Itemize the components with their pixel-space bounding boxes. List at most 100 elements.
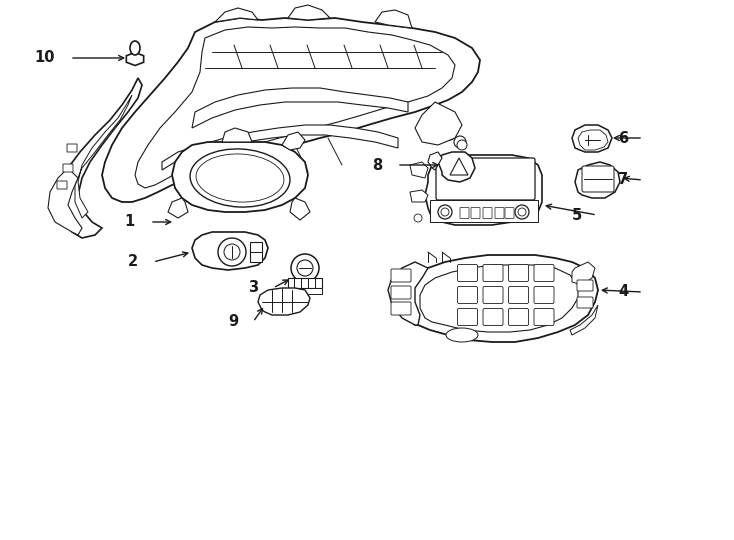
FancyBboxPatch shape	[471, 207, 480, 219]
Circle shape	[542, 292, 547, 296]
Polygon shape	[410, 190, 428, 202]
Polygon shape	[405, 255, 598, 342]
Text: 3: 3	[248, 280, 258, 295]
Ellipse shape	[190, 149, 290, 207]
Ellipse shape	[446, 328, 478, 342]
FancyBboxPatch shape	[534, 287, 554, 303]
Polygon shape	[168, 198, 188, 218]
FancyBboxPatch shape	[577, 297, 593, 308]
FancyBboxPatch shape	[457, 287, 478, 303]
Circle shape	[465, 314, 470, 319]
Polygon shape	[438, 152, 475, 182]
Polygon shape	[192, 88, 408, 128]
Polygon shape	[425, 155, 542, 225]
Circle shape	[491, 314, 496, 319]
Polygon shape	[282, 132, 305, 150]
FancyBboxPatch shape	[534, 265, 554, 281]
Text: 8: 8	[371, 158, 382, 172]
Polygon shape	[575, 162, 620, 198]
Polygon shape	[578, 130, 608, 150]
Circle shape	[491, 292, 496, 296]
Polygon shape	[420, 265, 578, 332]
Circle shape	[465, 292, 470, 296]
FancyBboxPatch shape	[457, 308, 478, 326]
Circle shape	[224, 244, 240, 260]
Polygon shape	[102, 18, 480, 202]
Polygon shape	[172, 142, 308, 212]
FancyBboxPatch shape	[460, 207, 469, 219]
Text: 2: 2	[128, 254, 138, 269]
FancyBboxPatch shape	[57, 181, 67, 189]
Ellipse shape	[196, 154, 284, 202]
Polygon shape	[75, 95, 132, 218]
FancyBboxPatch shape	[483, 308, 503, 326]
Polygon shape	[126, 52, 144, 65]
FancyBboxPatch shape	[509, 308, 528, 326]
Circle shape	[445, 130, 455, 140]
FancyBboxPatch shape	[483, 265, 503, 281]
Circle shape	[465, 269, 470, 274]
Polygon shape	[288, 5, 330, 20]
Text: 7: 7	[618, 172, 628, 187]
FancyBboxPatch shape	[391, 286, 411, 299]
FancyBboxPatch shape	[483, 287, 503, 303]
FancyBboxPatch shape	[67, 144, 77, 152]
FancyBboxPatch shape	[457, 265, 478, 281]
Polygon shape	[258, 288, 310, 315]
Polygon shape	[388, 262, 428, 325]
Circle shape	[517, 269, 521, 274]
FancyBboxPatch shape	[63, 164, 73, 172]
Polygon shape	[572, 125, 612, 152]
Circle shape	[218, 238, 246, 266]
Circle shape	[438, 205, 452, 219]
Polygon shape	[215, 8, 258, 22]
Polygon shape	[415, 102, 462, 145]
Text: 10: 10	[34, 51, 55, 65]
Text: 1: 1	[125, 214, 135, 230]
FancyBboxPatch shape	[436, 158, 535, 200]
Circle shape	[542, 269, 547, 274]
Polygon shape	[48, 168, 82, 235]
Circle shape	[515, 205, 529, 219]
Polygon shape	[250, 242, 262, 262]
FancyBboxPatch shape	[534, 308, 554, 326]
Circle shape	[491, 269, 496, 274]
FancyBboxPatch shape	[582, 166, 614, 192]
Polygon shape	[290, 198, 310, 220]
Polygon shape	[222, 128, 252, 142]
Polygon shape	[58, 78, 142, 238]
FancyBboxPatch shape	[391, 269, 411, 282]
FancyBboxPatch shape	[483, 207, 492, 219]
Circle shape	[454, 136, 466, 148]
FancyBboxPatch shape	[391, 302, 411, 315]
FancyBboxPatch shape	[505, 207, 514, 219]
Circle shape	[414, 214, 422, 222]
Circle shape	[433, 120, 443, 130]
Polygon shape	[286, 288, 322, 294]
Polygon shape	[135, 27, 455, 188]
Polygon shape	[410, 162, 428, 178]
Polygon shape	[192, 232, 268, 270]
Circle shape	[517, 292, 521, 296]
Text: 5: 5	[572, 207, 582, 222]
Text: 4: 4	[618, 285, 628, 300]
Circle shape	[518, 208, 526, 216]
Ellipse shape	[130, 41, 140, 55]
Circle shape	[429, 116, 441, 128]
Circle shape	[457, 140, 467, 150]
Polygon shape	[572, 262, 595, 285]
Polygon shape	[428, 152, 442, 170]
Circle shape	[441, 208, 449, 216]
Polygon shape	[570, 305, 598, 335]
Circle shape	[291, 254, 319, 282]
Circle shape	[297, 260, 313, 276]
Text: 9: 9	[228, 314, 238, 329]
FancyBboxPatch shape	[495, 207, 504, 219]
Polygon shape	[288, 278, 322, 288]
FancyBboxPatch shape	[509, 265, 528, 281]
Polygon shape	[162, 125, 398, 170]
Polygon shape	[430, 200, 538, 222]
Polygon shape	[450, 158, 468, 175]
Polygon shape	[375, 10, 412, 28]
FancyBboxPatch shape	[577, 280, 593, 291]
